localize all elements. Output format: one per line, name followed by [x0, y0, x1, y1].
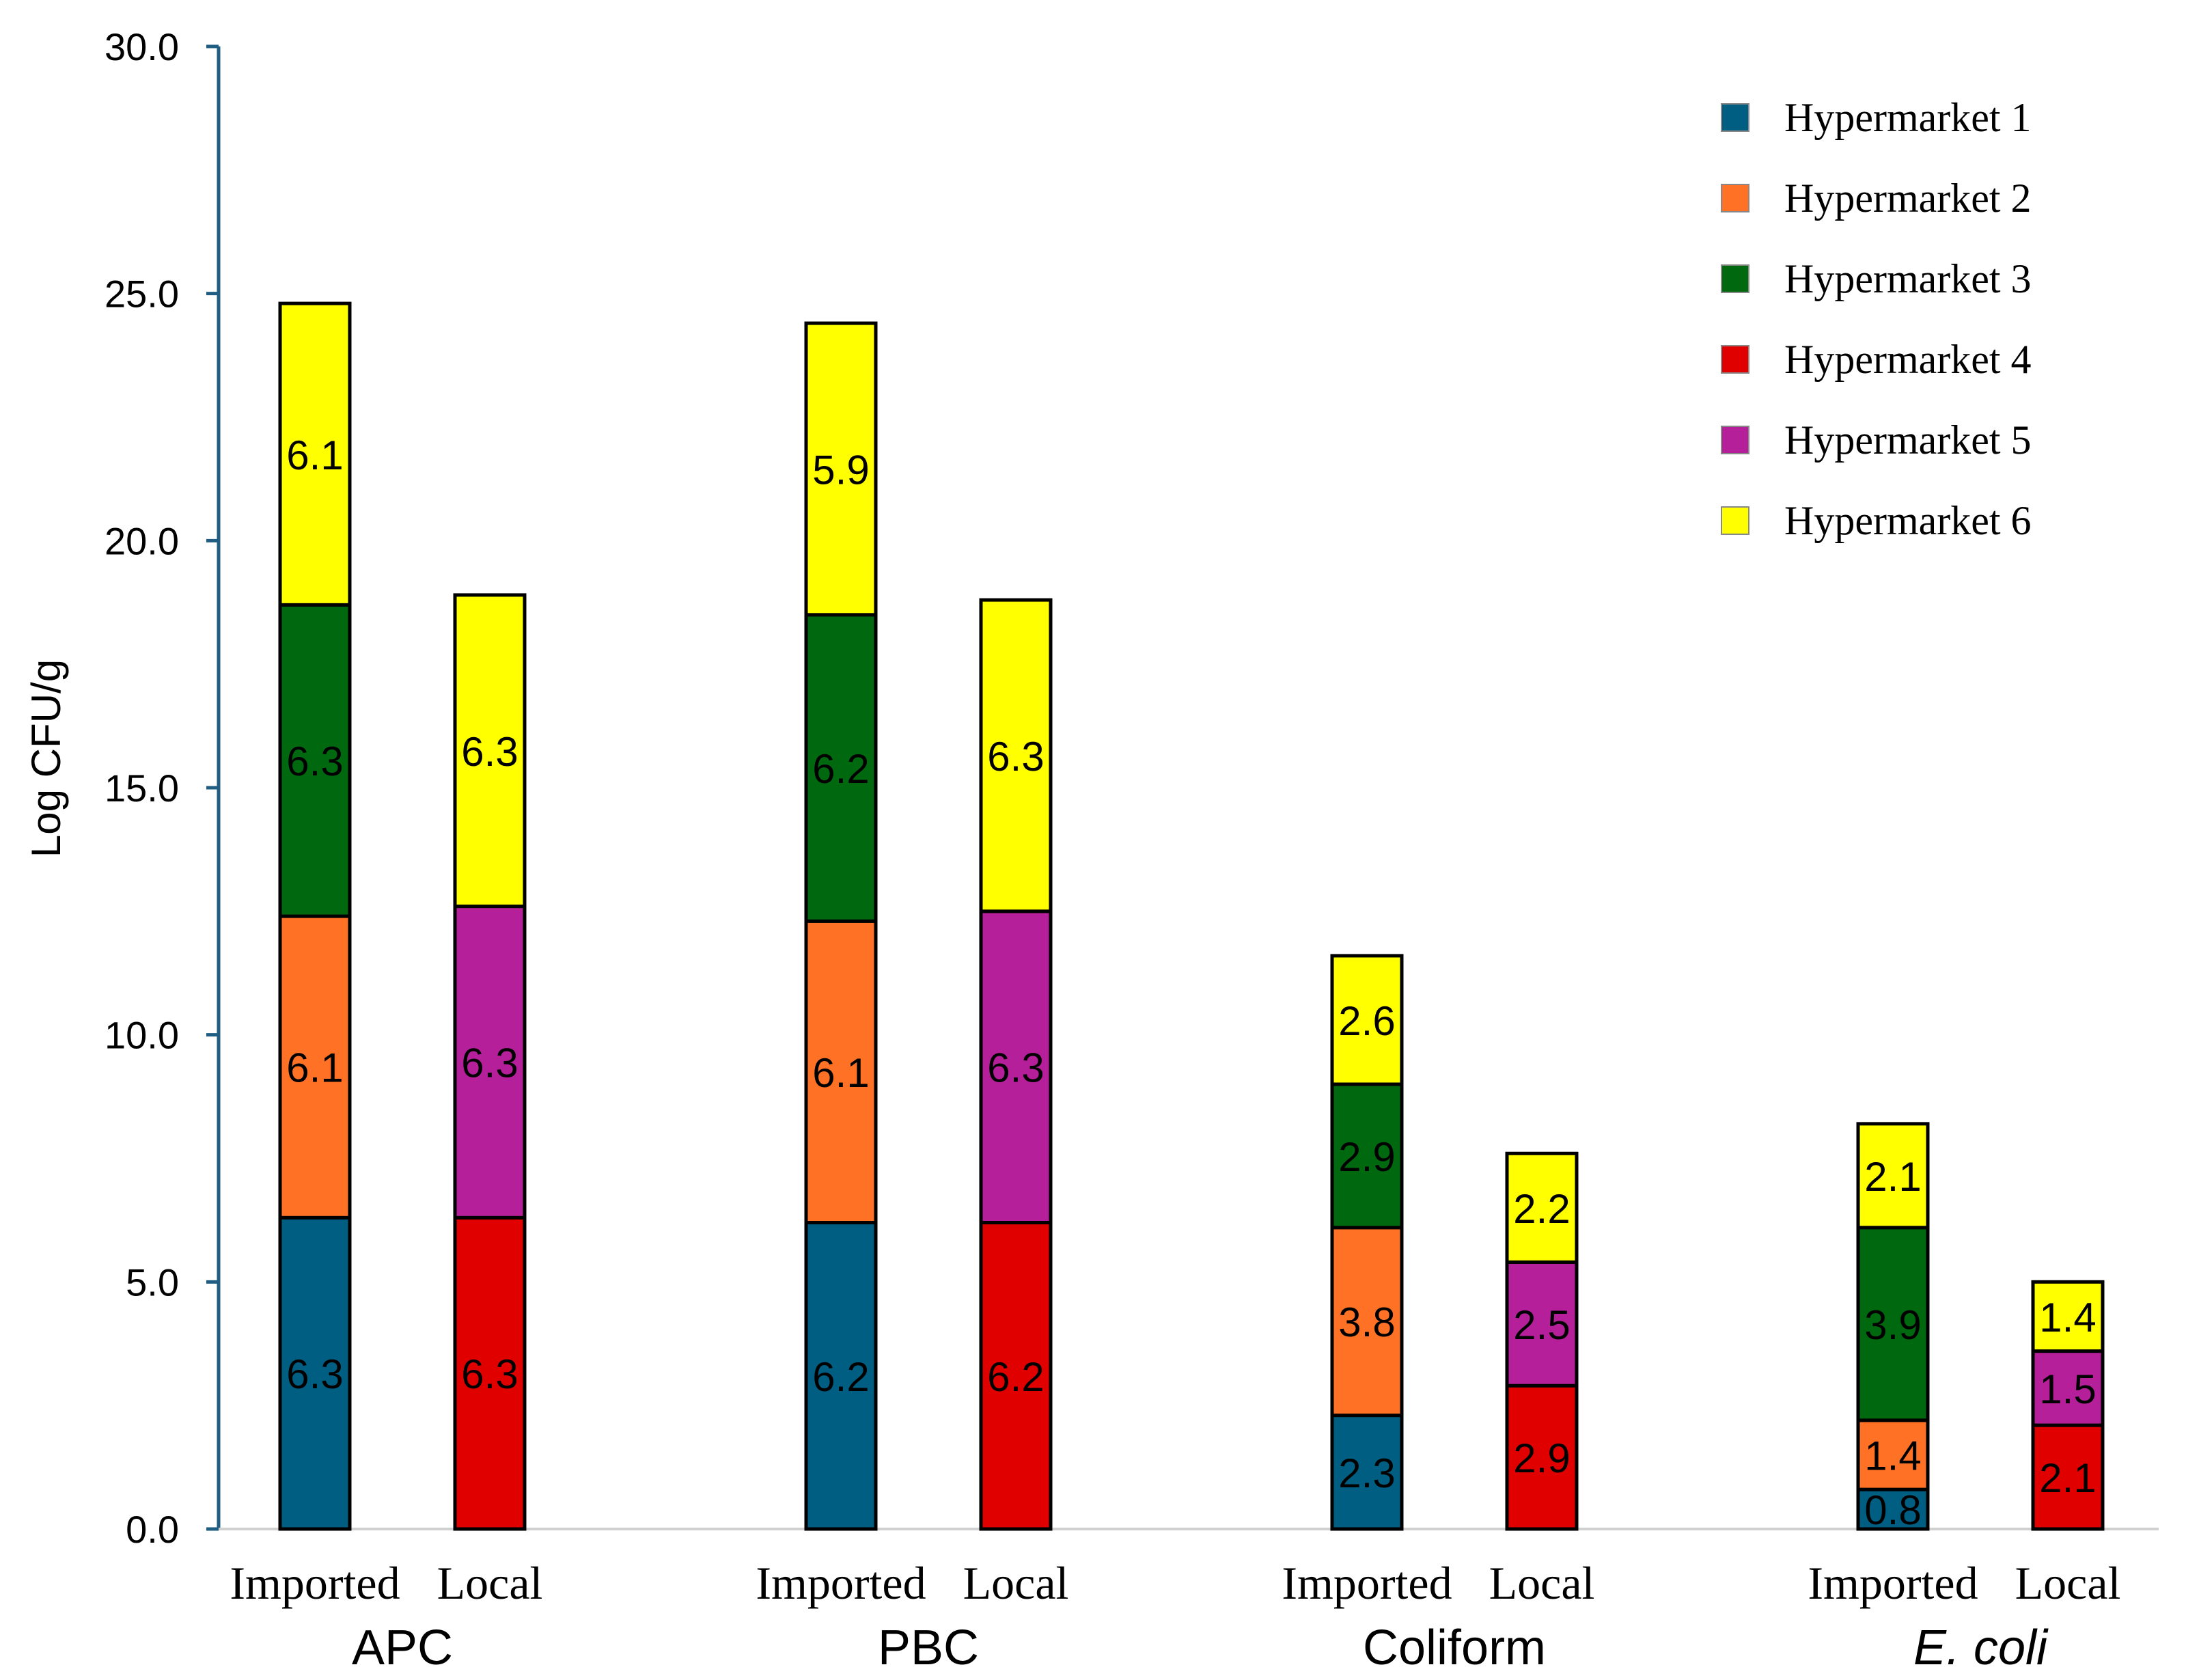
- data-label: 1.5: [2039, 1366, 2096, 1412]
- bar-category-label: Local: [1489, 1557, 1595, 1609]
- bar-segment: [1330, 1082, 1404, 1230]
- data-label: 2.9: [1338, 1134, 1395, 1180]
- data-label: 6.3: [461, 1040, 518, 1086]
- data-label: 6.3: [987, 734, 1044, 780]
- bar-segment: [1505, 1383, 1579, 1531]
- legend-label: Hypermarket 3: [1784, 256, 2032, 301]
- y-tick-label: 0.0: [126, 1508, 179, 1551]
- bar-segment: [453, 593, 527, 909]
- legend-item: Hypermarket 4: [1721, 337, 2032, 382]
- bar-category-label: Imported: [756, 1557, 926, 1609]
- data-label: 3.8: [1338, 1299, 1395, 1345]
- data-label: 6.2: [812, 1354, 869, 1400]
- legend-label: Hypermarket 5: [1784, 417, 2032, 463]
- y-tick-label: 10.0: [105, 1014, 179, 1057]
- data-label: 6.1: [286, 1045, 343, 1091]
- y-axis-label: Log CFU/g: [23, 659, 69, 857]
- bar-group: 6.2 6.1 6.2 5.9 Imported 6.2 6.3 6.3 Local PBC: [756, 321, 1069, 1675]
- legend-swatch: [1721, 345, 1749, 374]
- legend-item: Hypermarket 6: [1721, 498, 2032, 543]
- bar-group: 0.8 1.4 3.9 2.1 Imported 2.1 1.5 1.4 Local E. col…: [1808, 1122, 2121, 1675]
- data-label: 0.8: [1864, 1487, 1921, 1533]
- bar-segment: [2031, 1349, 2105, 1427]
- legend-swatch: [1721, 264, 1749, 293]
- bar-group: 6.3 6.1 6.3 6.1 Imported 6.3 6.3 6.3 Local APC: [230, 301, 543, 1675]
- data-label: 6.2: [812, 746, 869, 792]
- bar-segment: [278, 603, 352, 918]
- bar-segment: [979, 598, 1053, 913]
- bar-group: 2.3 3.8 2.9 2.6 Imported 2.9 2.5 2.2 Local Colifo…: [1282, 954, 1595, 1675]
- legend-swatch: [1721, 426, 1749, 454]
- data-label: 5.9: [812, 447, 869, 493]
- bar-category-label: Local: [963, 1557, 1069, 1609]
- legend-swatch: [1721, 184, 1749, 212]
- bar-segment: [1505, 1151, 1579, 1264]
- data-label: 2.6: [1338, 998, 1395, 1044]
- bar-segment: [1856, 1122, 1930, 1230]
- bar-segment: [804, 1221, 878, 1531]
- bar-category-label: Imported: [1808, 1557, 1978, 1609]
- legend-swatch: [1721, 506, 1749, 535]
- legend-item: Hypermarket 5: [1721, 417, 2032, 463]
- bar-category-label: Imported: [230, 1557, 400, 1609]
- data-label: 2.2: [1513, 1186, 1570, 1232]
- bar-segment: [1856, 1418, 1930, 1491]
- bar-segment: [453, 905, 527, 1220]
- bar-segment: [2031, 1423, 2105, 1531]
- y-tick-label: 25.0: [105, 273, 179, 316]
- legend-item: Hypermarket 3: [1721, 256, 2032, 301]
- bar-category-label: Local: [2015, 1557, 2121, 1609]
- data-label: 1.4: [1864, 1433, 1921, 1479]
- data-label: 3.9: [1864, 1302, 1921, 1348]
- group-label: Coliform: [1363, 1621, 1546, 1675]
- bar-segment: [1856, 1487, 1930, 1531]
- bar-segment: [979, 1221, 1053, 1531]
- bar-segment: [1330, 954, 1404, 1086]
- legend-label: Hypermarket 2: [1784, 176, 2032, 221]
- data-label: 6.3: [286, 739, 343, 784]
- data-label: 2.1: [2039, 1455, 2096, 1501]
- data-label: 2.9: [1513, 1435, 1570, 1481]
- bar-segment: [2031, 1280, 2105, 1353]
- legend-label: Hypermarket 1: [1784, 95, 2032, 140]
- legend-label: Hypermarket 6: [1784, 498, 2032, 543]
- data-label: 2.5: [1513, 1302, 1570, 1348]
- bar-segment: [804, 613, 878, 923]
- legend: Hypermarket 1 Hypermarket 2 Hypermarket 3 H…: [1721, 95, 2032, 543]
- data-label: 1.4: [2039, 1295, 2096, 1340]
- bar-segment: [979, 909, 1053, 1225]
- data-label: 6.3: [461, 1351, 518, 1397]
- axes: 0.0 5.0 10.0 15.0 20.0 25.0 30.0: [105, 25, 2159, 1551]
- bar-segment: [1856, 1226, 1930, 1422]
- data-label: 6.2: [987, 1354, 1044, 1400]
- group-label: APC: [352, 1621, 453, 1675]
- data-label: 6.3: [286, 1351, 343, 1397]
- bar-segment: [278, 301, 352, 607]
- bar-segment: [804, 321, 878, 617]
- legend-item: Hypermarket 2: [1721, 176, 2032, 221]
- y-tick-label: 15.0: [105, 767, 179, 810]
- legend-item: Hypermarket 1: [1721, 95, 2032, 140]
- legend-swatch: [1721, 103, 1749, 132]
- data-label: 2.1: [1864, 1154, 1921, 1200]
- data-label: 6.1: [286, 432, 343, 478]
- bar-segment: [1330, 1414, 1404, 1531]
- y-tick-label: 30.0: [105, 25, 179, 68]
- bar-category-label: Local: [437, 1557, 543, 1609]
- bar-category-label: Imported: [1282, 1557, 1452, 1609]
- data-label: 2.3: [1338, 1450, 1395, 1496]
- data-label: 6.3: [987, 1045, 1044, 1091]
- y-tick-label: 5.0: [126, 1261, 179, 1304]
- data-label: 6.3: [461, 729, 518, 775]
- data-label: 6.1: [812, 1050, 869, 1096]
- group-label: PBC: [878, 1621, 979, 1675]
- legend-label: Hypermarket 4: [1784, 337, 2032, 382]
- bars: 6.3 6.1 6.3 6.1 Imported 6.3 6.3 6.3 Local APC 6.2…: [230, 301, 2121, 1675]
- y-tick-label: 20.0: [105, 519, 179, 562]
- group-label: E. coli: [1913, 1621, 2049, 1675]
- bar-segment: [804, 919, 878, 1225]
